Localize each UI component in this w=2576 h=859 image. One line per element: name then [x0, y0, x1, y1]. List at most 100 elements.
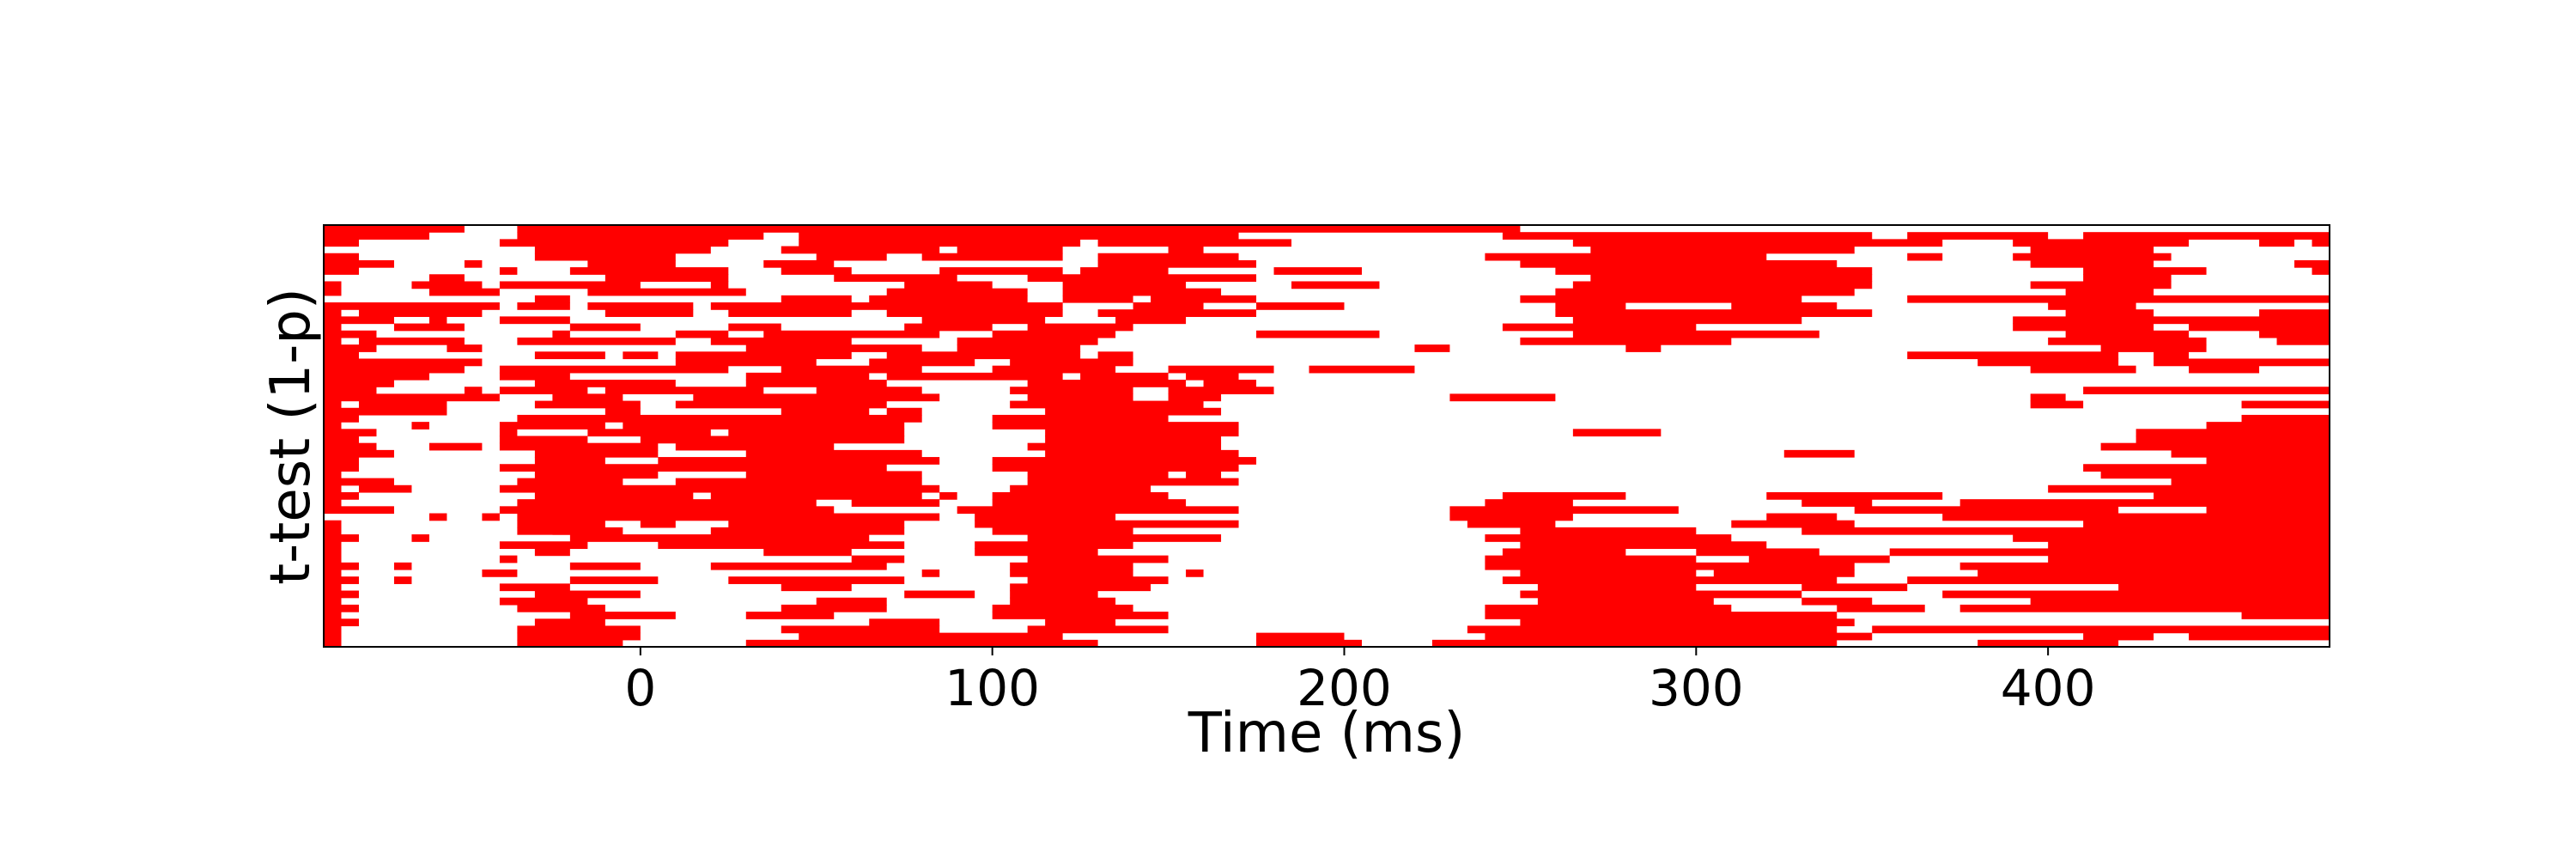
- significance-segment: [763, 548, 852, 557]
- significance-segment: [499, 597, 588, 606]
- x-tick-label: 100: [945, 659, 1040, 717]
- significance-segment: [324, 499, 342, 507]
- significance-segment: [957, 246, 1063, 254]
- significance-segment: [904, 323, 993, 332]
- significance-segment: [517, 513, 940, 521]
- significance-segment: [1731, 520, 1855, 528]
- significance-segment: [358, 400, 447, 409]
- significance-segment: [324, 449, 394, 458]
- significance-segment: [569, 612, 676, 619]
- significance-segment: [658, 457, 940, 465]
- significance-segment: [781, 407, 870, 416]
- significance-segment: [728, 429, 905, 437]
- significance-segment: [1097, 309, 1257, 317]
- significance-segment: [1027, 625, 1169, 634]
- significance-segment: [1696, 548, 1820, 557]
- significance-segment: [324, 457, 359, 465]
- significance-segment: [1537, 597, 1714, 606]
- significance-segment: [816, 597, 887, 606]
- significance-segment: [2136, 436, 2330, 444]
- significance-segment: [517, 625, 641, 634]
- significance-segment: [640, 520, 676, 528]
- significance-segment: [728, 576, 905, 584]
- significance-segment: [1010, 597, 1116, 606]
- significance-segment: [975, 541, 1133, 550]
- significance-segment: [992, 499, 1187, 507]
- significance-segment: [324, 520, 342, 528]
- significance-segment: [975, 513, 1116, 521]
- significance-segment: [1485, 632, 1873, 641]
- significance-segment: [710, 491, 922, 500]
- significance-segment: [1502, 323, 1697, 332]
- significance-segment: [569, 534, 870, 542]
- significance-segment: [499, 239, 729, 247]
- significance-segment: [324, 351, 359, 360]
- significance-segment: [534, 246, 711, 254]
- significance-segment: [499, 583, 570, 592]
- significance-segment: [324, 330, 377, 338]
- significance-segment: [1027, 555, 1169, 564]
- significance-segment: [1520, 569, 1697, 577]
- significance-segment: [904, 590, 975, 599]
- significance-segment: [324, 288, 342, 296]
- significance-segment: [2189, 365, 2260, 374]
- significance-segment: [1027, 393, 1133, 402]
- significance-segment: [534, 590, 641, 599]
- significance-segment: [992, 457, 1257, 465]
- significance-segment: [324, 632, 342, 641]
- significance-segment: [324, 309, 342, 317]
- significance-segment: [1942, 513, 2330, 521]
- significance-segment: [1080, 372, 1169, 381]
- significance-segment: [2065, 288, 2154, 296]
- significance-segment: [2048, 541, 2330, 550]
- significance-segment: [499, 429, 518, 437]
- significance-segment: [2083, 632, 2154, 641]
- significance-segment: [799, 239, 1081, 247]
- significance-segment: [1801, 527, 2330, 535]
- significance-segment: [1907, 232, 2049, 240]
- significance-segment: [428, 513, 447, 521]
- significance-segment: [1555, 309, 1873, 317]
- significance-segment: [1168, 365, 1274, 374]
- significance-segment: [517, 225, 1521, 233]
- significance-segment: [851, 499, 940, 507]
- significance-segment: [992, 464, 1239, 472]
- significance-segment: [658, 541, 905, 550]
- significance-segment: [499, 506, 835, 515]
- significance-segment: [605, 309, 694, 317]
- significance-segment: [324, 253, 359, 261]
- significance-segment: [640, 436, 905, 444]
- significance-segment: [482, 569, 518, 577]
- significance-segment: [1027, 380, 1187, 387]
- significance-segment: [411, 422, 429, 430]
- significance-segment: [1731, 302, 1838, 310]
- significance-segment: [1520, 295, 1802, 303]
- significance-segment: [745, 344, 922, 352]
- significance-segment: [1907, 295, 2330, 303]
- significance-segment: [534, 295, 570, 303]
- significance-segment: [1027, 323, 1133, 332]
- significance-segment: [1115, 316, 1187, 325]
- significance-segment: [393, 323, 465, 332]
- significance-segment: [1133, 302, 1204, 310]
- significance-segment: [2206, 457, 2330, 465]
- significance-segment: [324, 259, 394, 268]
- significance-segment: [745, 372, 870, 381]
- significance-segment: [2030, 400, 2084, 409]
- significance-segment: [2013, 323, 2154, 332]
- significance-segment: [710, 337, 852, 345]
- significance-segment: [2083, 267, 2207, 275]
- significance-segment: [324, 400, 342, 409]
- significance-segment: [781, 246, 940, 254]
- significance-segment: [324, 597, 342, 606]
- significance-segment: [2030, 281, 2172, 289]
- y-axis-label: t-test (1-p): [259, 288, 323, 585]
- significance-segment: [324, 639, 342, 648]
- significance-segment: [1027, 534, 1222, 542]
- significance-segment: [623, 422, 905, 430]
- significance-segment: [552, 527, 588, 535]
- significance-segment: [324, 464, 359, 472]
- significance-segment: [517, 414, 922, 423]
- significance-segment: [745, 612, 835, 619]
- significance-segment: [710, 562, 887, 570]
